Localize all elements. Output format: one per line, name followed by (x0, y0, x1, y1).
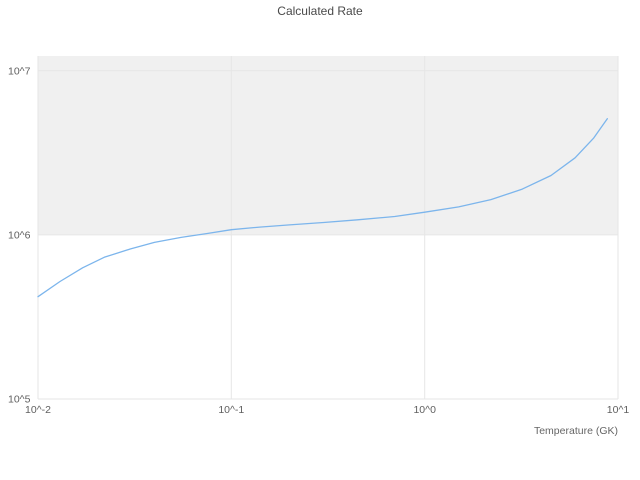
y-tick-label: 10^7 (8, 65, 31, 77)
y-tick-label: 10^6 (8, 229, 31, 241)
y-tick-label: 10^5 (8, 394, 31, 406)
x-tick-label: 10^0 (413, 404, 436, 416)
x-tick-label: 10^-1 (218, 404, 244, 416)
chart-title: Calculated Rate (277, 4, 363, 18)
alternate-band (38, 56, 618, 235)
x-tick-label: 10^1 (607, 404, 630, 416)
x-tick-label: 10^-2 (25, 404, 51, 416)
x-axis-title: Temperature (GK) (533, 425, 618, 437)
rate-line (37, 118, 608, 298)
